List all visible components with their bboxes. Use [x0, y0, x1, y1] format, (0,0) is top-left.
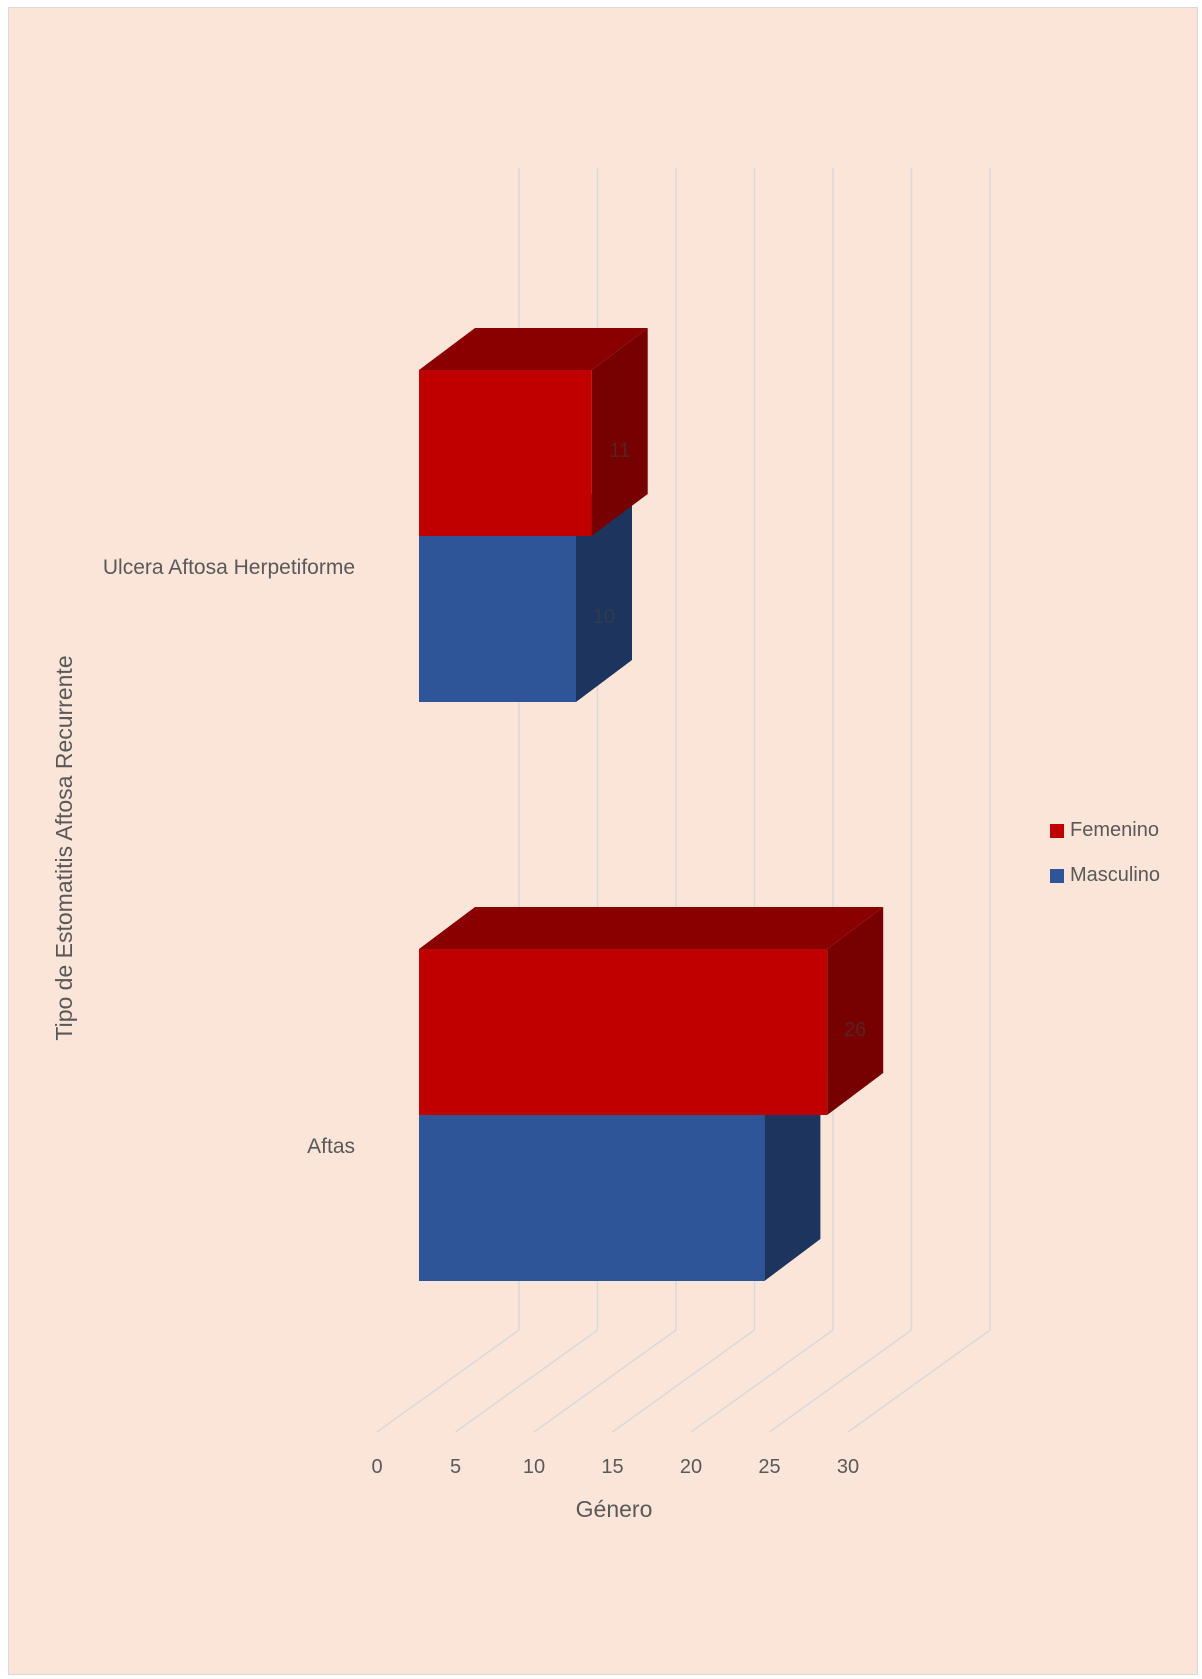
- bar-top-face: [419, 907, 884, 949]
- chart-area: [8, 7, 1198, 1675]
- y-axis-title: Tipo de Estomatitis Aftosa Recurrente: [51, 655, 77, 1040]
- floor-gridline: [612, 1329, 755, 1433]
- legend: Femenino Masculino: [1050, 808, 1160, 898]
- floor-gridline: [690, 1329, 834, 1433]
- x-tick-label: 25: [758, 1456, 780, 1478]
- legend-item-femenino: Femenino: [1050, 808, 1160, 853]
- data-label: 11: [609, 440, 630, 462]
- x-tick-label: 0: [371, 1456, 382, 1478]
- floor-gridline: [847, 1329, 991, 1433]
- category-label: Ulcera Aftosa Herpetiforme: [103, 556, 355, 579]
- legend-label-femenino: Femenino: [1070, 819, 1159, 841]
- x-tick-label: 5: [450, 1456, 461, 1478]
- legend-swatch-femenino: [1050, 823, 1064, 838]
- bar-femenino-0: [419, 370, 592, 536]
- floor-gridline: [376, 1329, 520, 1433]
- bar-side-face: [827, 907, 884, 1115]
- legend-item-masculino: Masculino: [1050, 853, 1160, 898]
- x-tick-label: 30: [837, 1456, 859, 1478]
- data-label: 10: [593, 606, 615, 628]
- legend-label-masculino: Masculino: [1070, 864, 1161, 886]
- x-tick-label: 20: [680, 1456, 702, 1478]
- bar-top-face: [419, 328, 648, 370]
- x-tick-label: 15: [601, 1456, 623, 1478]
- category-label: Aftas: [307, 1135, 355, 1158]
- floor-gridline: [455, 1329, 598, 1433]
- legend-swatch-masculino: [1050, 868, 1064, 883]
- bar-masculino-1: [419, 1115, 765, 1281]
- bar-side-face: [591, 328, 648, 536]
- bar-femenino-1: [419, 949, 828, 1115]
- bar-masculino-0: [419, 536, 576, 702]
- data-label: 26: [844, 1019, 866, 1041]
- x-tick-label: 10: [523, 1456, 545, 1478]
- floor-gridline: [533, 1329, 677, 1433]
- bar-side-face: [576, 494, 632, 702]
- floor-gridline: [769, 1329, 912, 1433]
- x-axis-title: Género: [576, 1496, 653, 1522]
- bar-side-face: [764, 1073, 821, 1281]
